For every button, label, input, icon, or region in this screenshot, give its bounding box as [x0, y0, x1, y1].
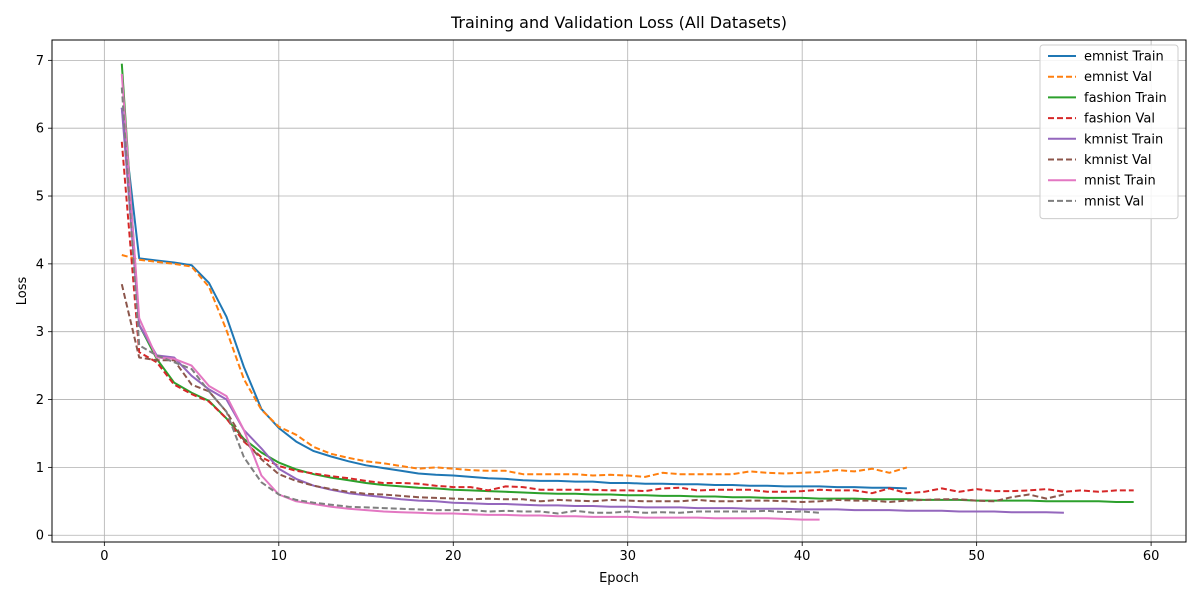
plot-frame	[51, 39, 1187, 543]
legend-label-emnist-train: emnist Train	[1084, 50, 1164, 65]
y-tick-label: 0	[36, 529, 44, 544]
legend-label-fashion-val: fashion Val	[1084, 112, 1155, 127]
x-tick-label: 30	[619, 549, 636, 564]
grid	[52, 40, 1186, 542]
legend-label-fashion-train: fashion Train	[1084, 91, 1167, 106]
x-tick-label: 10	[271, 549, 288, 564]
legend-label-kmnist-val: kmnist Val	[1084, 153, 1152, 168]
legend-label-mnist-train: mnist Train	[1084, 174, 1156, 189]
series-lines	[120, 63, 1134, 521]
legend-label-kmnist-train: kmnist Train	[1084, 132, 1163, 147]
legend-box	[1039, 44, 1179, 220]
y-tick-label: 2	[36, 393, 44, 408]
y-axis-label: Loss	[15, 277, 30, 306]
y-tick-label: 5	[36, 190, 44, 205]
y-tick-label: 1	[36, 461, 44, 476]
x-tick-label: 40	[794, 549, 811, 564]
y-tick-label: 6	[36, 122, 44, 137]
axis-ticks: 0 10 20 30 40 50 60 0 1 2 3 4 5 6 7	[36, 54, 1160, 564]
legend-label-mnist-val: mnist Val	[1084, 194, 1144, 209]
chart-title: Training and Validation Loss (All Datase…	[450, 13, 787, 32]
series-line-kmnist-train	[120, 107, 1064, 514]
series-line-emnist-train	[120, 107, 907, 490]
x-axis-label: Epoch	[599, 571, 639, 586]
series-line-mnist-train	[120, 73, 820, 521]
y-tick-label: 7	[36, 54, 44, 69]
series-line-emnist-val	[121, 254, 908, 478]
x-tick-label: 0	[100, 549, 108, 564]
x-tick-label: 50	[968, 549, 985, 564]
y-tick-label: 4	[36, 257, 44, 272]
legend: emnist Train emnist Val fashion Train fashi…	[1039, 44, 1179, 220]
series-line-fashion-val	[120, 141, 1134, 495]
series-line-kmnist-val	[120, 283, 1065, 503]
x-tick-label: 20	[445, 549, 462, 564]
x-tick-label: 60	[1143, 549, 1160, 564]
y-tick-label: 3	[36, 325, 44, 340]
legend-label-emnist-val: emnist Val	[1084, 70, 1152, 85]
